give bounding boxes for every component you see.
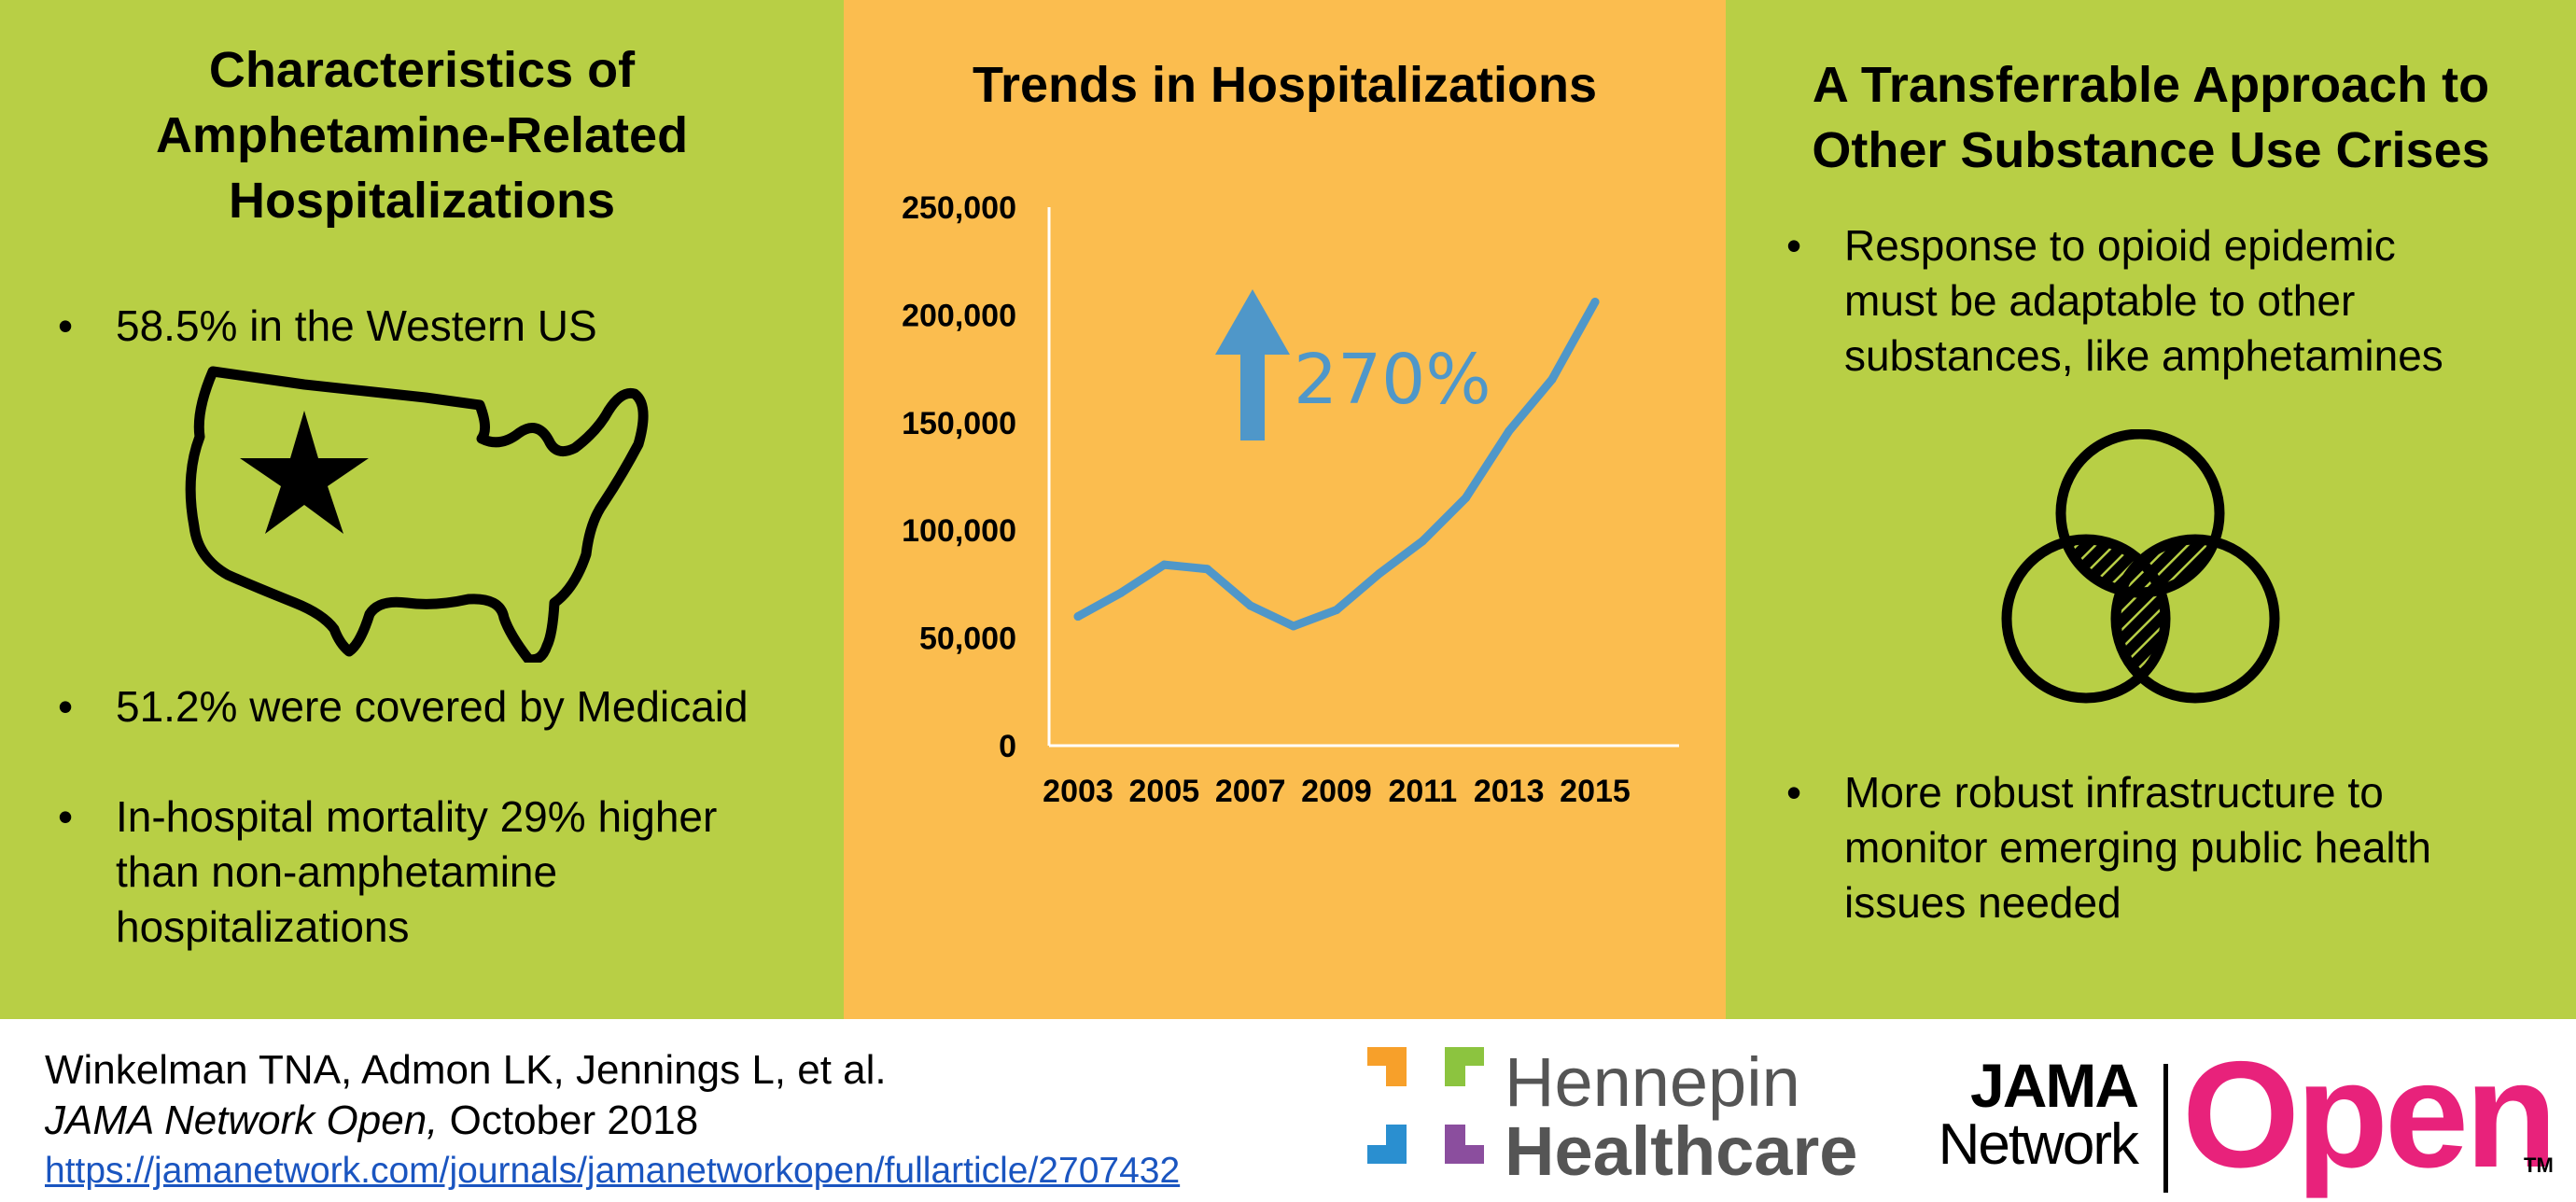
x-tick-label: 2011 <box>1388 774 1457 809</box>
hospitalizations-line-chart: 0 50,000 100,000 150,000 200,000 250,000 2003… <box>902 190 1679 809</box>
data-point <box>1418 537 1427 546</box>
citation-authors: Winkelman TNA, Admon LK, Jennings L, et … <box>45 1047 887 1093</box>
data-point <box>1332 606 1341 615</box>
text-line: monitor emerging public health <box>1844 823 2432 872</box>
text-line: More robust infrastructure to <box>1844 768 2384 817</box>
jama-wordmark: JAMA <box>1969 1051 2139 1120</box>
y-tick-label: 200,000 <box>902 298 1016 333</box>
y-tick-label: 150,000 <box>902 406 1016 441</box>
right-title-line: Other Substance Use Crises <box>1812 122 2490 178</box>
y-tick-label: 100,000 <box>902 513 1016 549</box>
data-point <box>1462 494 1470 503</box>
jama-divider <box>2163 1064 2168 1193</box>
x-tick-label: 2007 <box>1215 774 1286 809</box>
venn-diagram-icon <box>2001 429 2280 704</box>
y-tick-label: 0 <box>999 729 1016 764</box>
right-panel-title: A Transferrable Approach to Other Substa… <box>1726 52 2576 183</box>
data-point <box>1375 568 1384 578</box>
hennepin-purple-mark <box>1445 1125 1484 1164</box>
left-title-line: Hospitalizations <box>228 173 616 229</box>
bullet-dot: • <box>1786 768 1802 817</box>
hennepin-wordmark-line1: Hennepin <box>1505 1043 1800 1121</box>
arrow-shaft <box>1240 338 1265 440</box>
bullet-text: 51.2% were covered by Medicaid <box>116 682 749 731</box>
bullet-dot: • <box>58 301 74 350</box>
bullet-text: 58.5% in the Western US <box>116 301 597 350</box>
hennepin-blue-mark <box>1367 1125 1407 1164</box>
x-axis-ticks: 2003 2005 2007 2009 2011 2013 2015 <box>1043 774 1631 809</box>
bullet-text: Response to opioid epidemic must be adapt… <box>1844 218 2443 384</box>
us-map-outline <box>185 366 649 663</box>
data-point <box>1246 601 1255 610</box>
venn-circle-right <box>2110 534 2280 704</box>
hennepin-logo-icon <box>1367 1047 1484 1164</box>
citation-date: October 2018 <box>438 1097 699 1143</box>
data-point <box>1159 560 1169 569</box>
right-title-line: A Transferrable Approach to <box>1812 57 2490 113</box>
bullet-dot: • <box>58 792 74 841</box>
data-point <box>1505 426 1514 436</box>
text-line: hospitalizations <box>116 902 410 951</box>
right-panel: A Transferrable Approach to Other Substa… <box>1726 0 2576 1019</box>
arrow-head <box>1215 289 1290 355</box>
bullet-dot: • <box>58 682 74 731</box>
increase-label: 270% <box>1294 340 1491 420</box>
text-line: Response to opioid epidemic <box>1844 221 2396 270</box>
x-tick-label: 2013 <box>1474 774 1545 809</box>
text-line: issues needed <box>1844 878 2121 927</box>
data-point <box>1547 375 1557 384</box>
y-tick-label: 50,000 <box>919 622 1016 657</box>
bullet-dot: • <box>1786 221 1802 270</box>
us-map-star-icon <box>185 366 649 663</box>
venn-circle-left <box>2001 534 2171 704</box>
trademark-label: TM <box>2524 1153 2554 1177</box>
bullet-text: More robust infrastructure to monitor eme… <box>1844 765 2431 930</box>
hennepin-orange-mark <box>1367 1047 1407 1086</box>
y-tick-label: 250,000 <box>902 190 1016 226</box>
citation-link[interactable]: https://jamanetwork.com/journals/jamanet… <box>45 1151 1181 1191</box>
left-panel: Characteristics of Amphetamine-Related H… <box>0 0 844 1019</box>
left-title-line: Amphetamine-Related <box>155 107 689 163</box>
citation-journal: JAMA Network Open, <box>45 1097 439 1143</box>
venn-circle-top <box>2055 429 2225 598</box>
data-point <box>1203 565 1211 574</box>
data-point <box>1289 622 1298 631</box>
x-tick-label: 2009 <box>1301 774 1372 809</box>
data-point <box>1590 298 1600 307</box>
citation-journal-line: JAMA Network Open, October 2018 <box>45 1096 698 1146</box>
left-panel-title: Characteristics of Amphetamine-Related H… <box>0 37 844 233</box>
star-icon <box>240 411 369 534</box>
data-point <box>1116 588 1126 597</box>
x-tick-label: 2015 <box>1560 774 1631 809</box>
text-line: In-hospital mortality 29% higher <box>116 792 718 841</box>
text-line: substances, like amphetamines <box>1844 331 2443 380</box>
text-line: than non-amphetamine <box>116 847 558 896</box>
series-points <box>1073 298 1600 631</box>
y-axis-ticks: 0 50,000 100,000 150,000 200,000 250,000 <box>902 190 1016 764</box>
x-tick-label: 2005 <box>1129 774 1200 809</box>
middle-panel: Trends in Hospitalizations <box>844 0 1726 1019</box>
up-arrow-icon <box>1215 289 1290 440</box>
left-title-line: Characteristics of <box>208 42 636 98</box>
hennepin-green-mark <box>1445 1047 1484 1086</box>
x-tick-label: 2003 <box>1043 774 1113 809</box>
text-line: must be adaptable to other <box>1844 276 2356 325</box>
middle-panel-title: Trends in Hospitalizations <box>972 57 1598 113</box>
bullet-text: In-hospital mortality 29% higher than non… <box>116 790 717 955</box>
open-wordmark: Open <box>2182 1030 2557 1199</box>
data-point <box>1073 612 1083 622</box>
network-wordmark: Network <box>1938 1112 2139 1177</box>
hennepin-wordmark-line2: Healthcare <box>1505 1112 1858 1190</box>
